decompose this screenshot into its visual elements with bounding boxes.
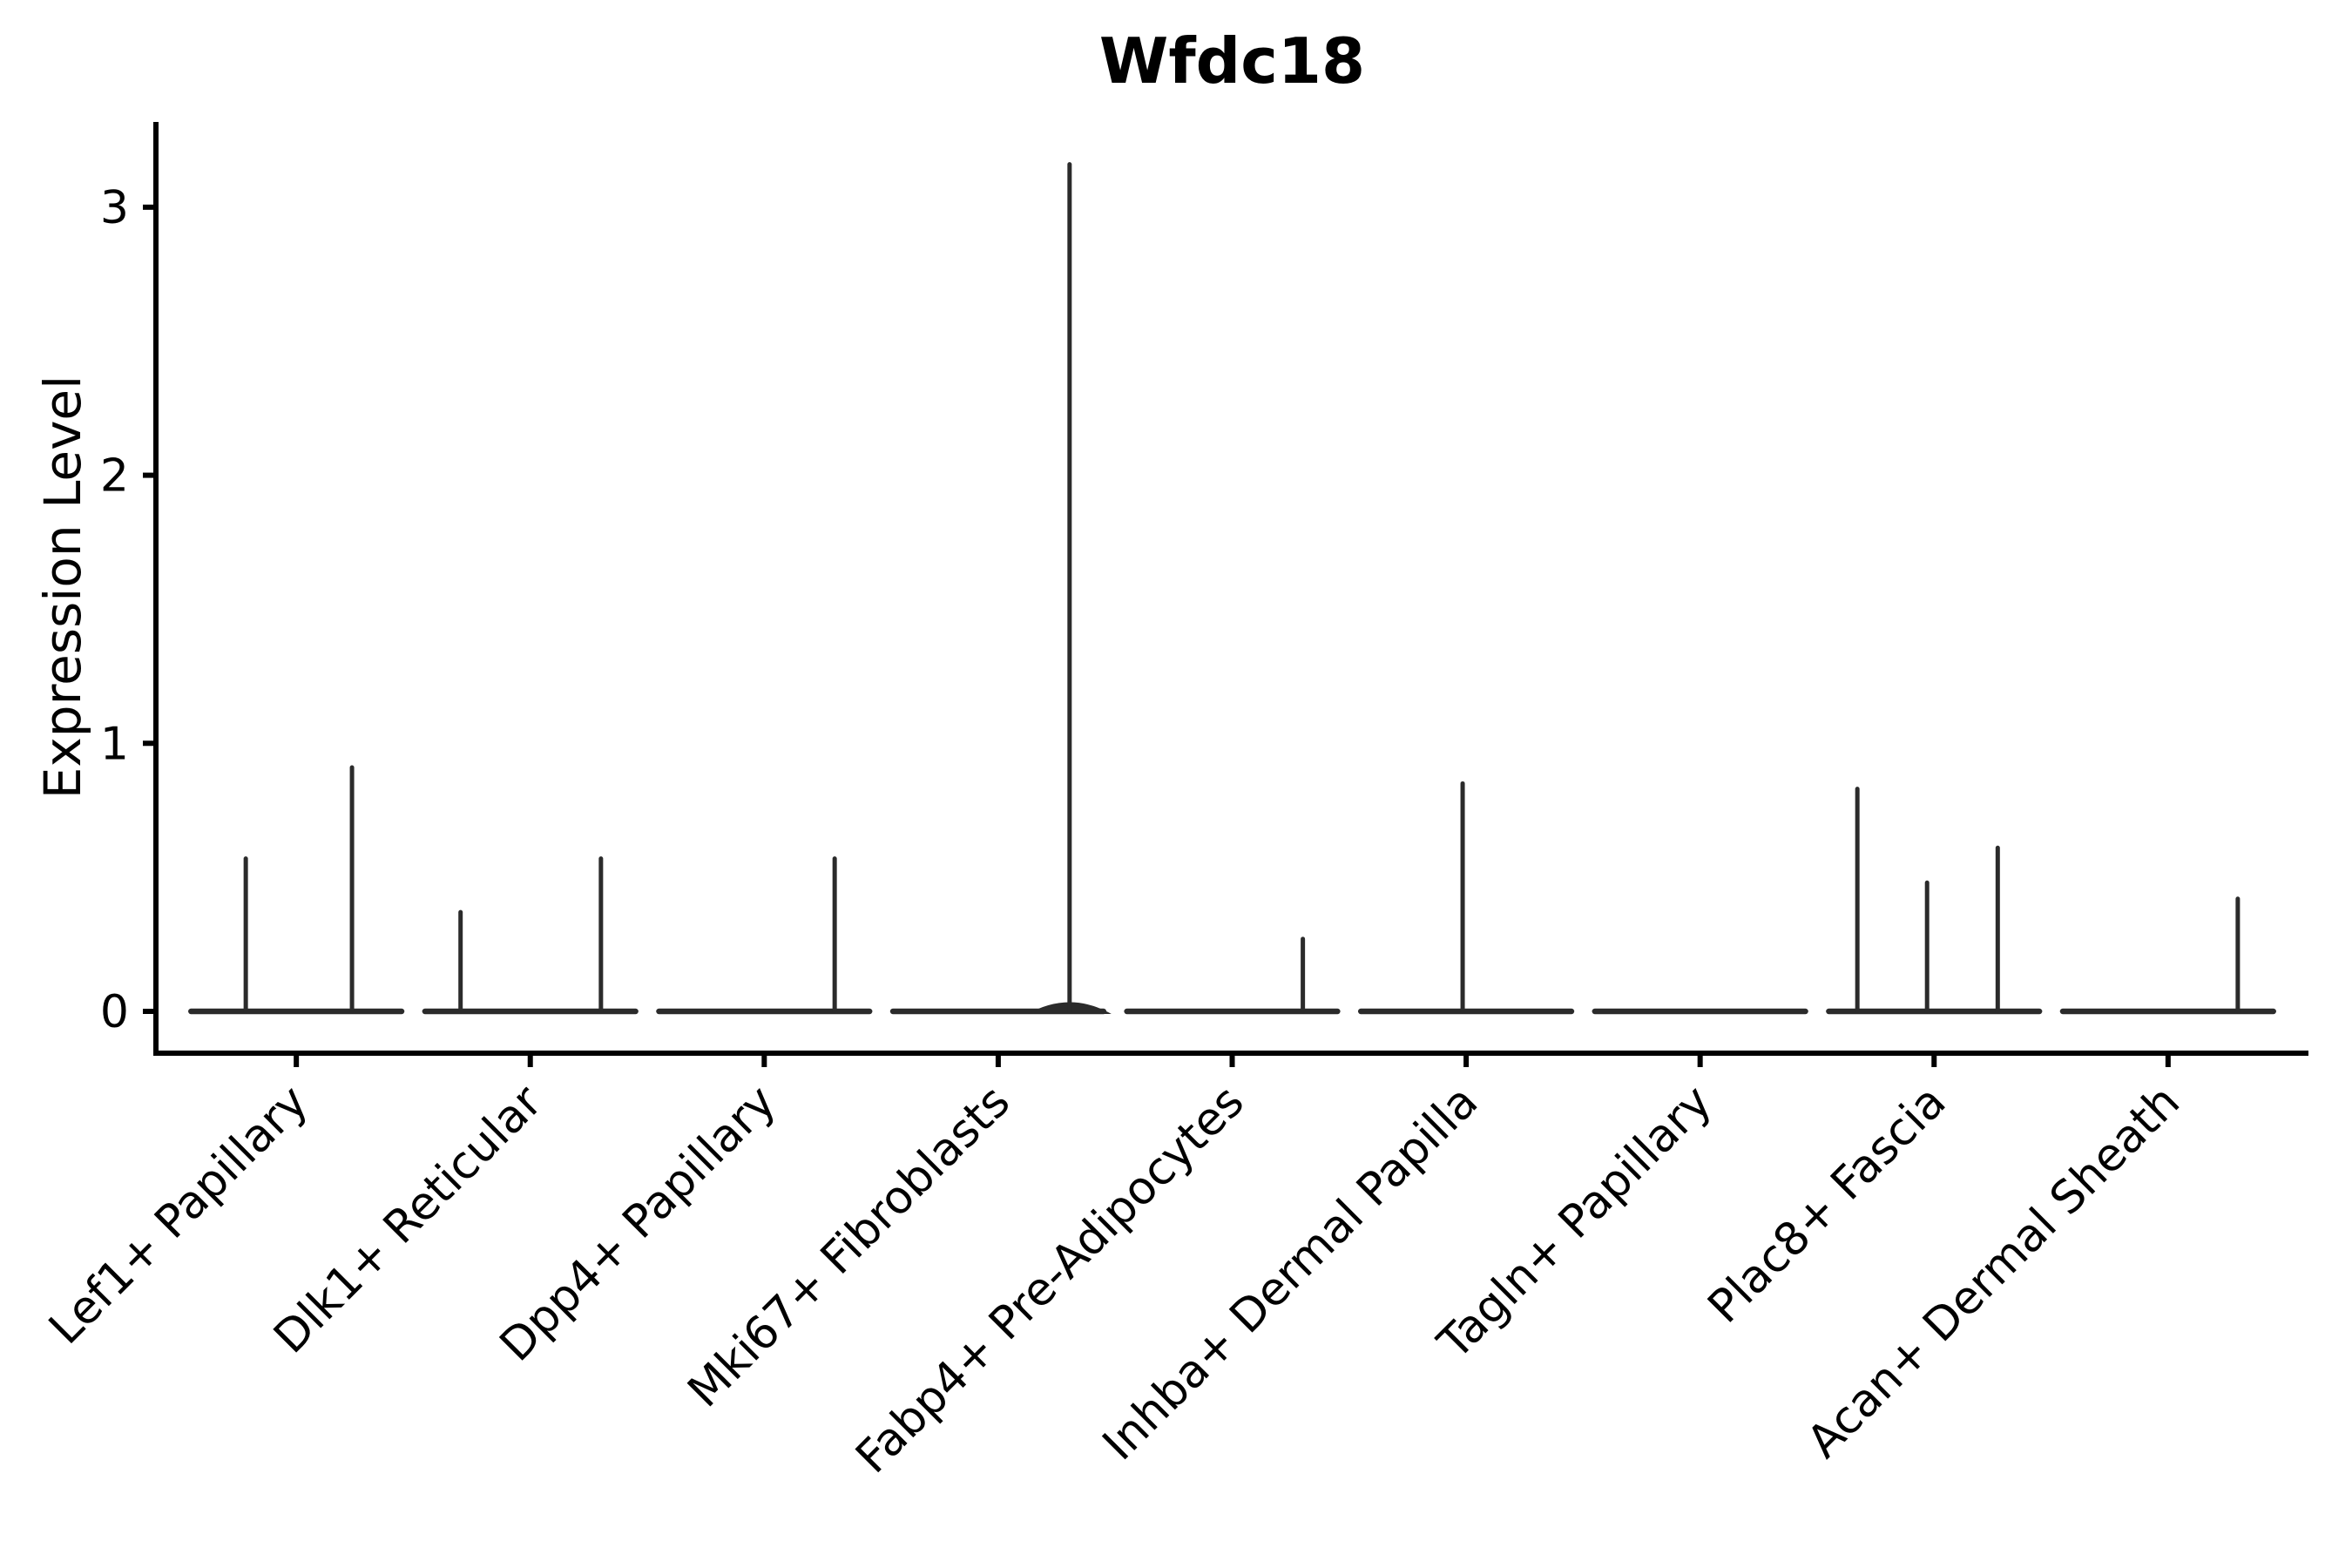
x-tick-label: Plac8+ Fascia [1699, 1076, 1957, 1334]
y-tick-label: 0 [100, 986, 129, 1038]
y-tick-label: 2 [100, 450, 129, 503]
chart-title: Wfdc18 [1098, 24, 1366, 98]
y-tick-label: 3 [100, 182, 129, 234]
x-tick-label: Acan+ Dermal Sheath [1797, 1076, 2190, 1469]
x-tick-label: Lef1+ Papillary [39, 1076, 318, 1355]
y-tick-label: 1 [100, 718, 129, 770]
x-tick-label: Fabp4+ Pre-Adipocytes [846, 1076, 1254, 1484]
x-tick-label: Inhba+ Dermal Papilla [1093, 1076, 1488, 1470]
